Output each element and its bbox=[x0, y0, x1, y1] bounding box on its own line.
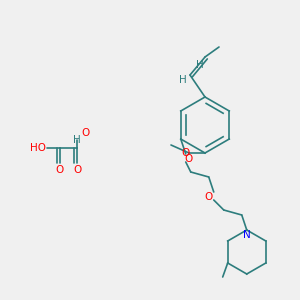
Text: O: O bbox=[184, 154, 193, 164]
Text: O: O bbox=[81, 128, 89, 138]
Text: O: O bbox=[56, 165, 64, 175]
Text: O: O bbox=[181, 148, 189, 158]
Text: H: H bbox=[196, 60, 204, 70]
Text: HO: HO bbox=[30, 143, 46, 153]
Text: H: H bbox=[179, 75, 187, 85]
Text: O: O bbox=[205, 192, 213, 202]
Text: H: H bbox=[73, 135, 81, 145]
Text: N: N bbox=[243, 230, 250, 240]
Text: O: O bbox=[73, 165, 81, 175]
